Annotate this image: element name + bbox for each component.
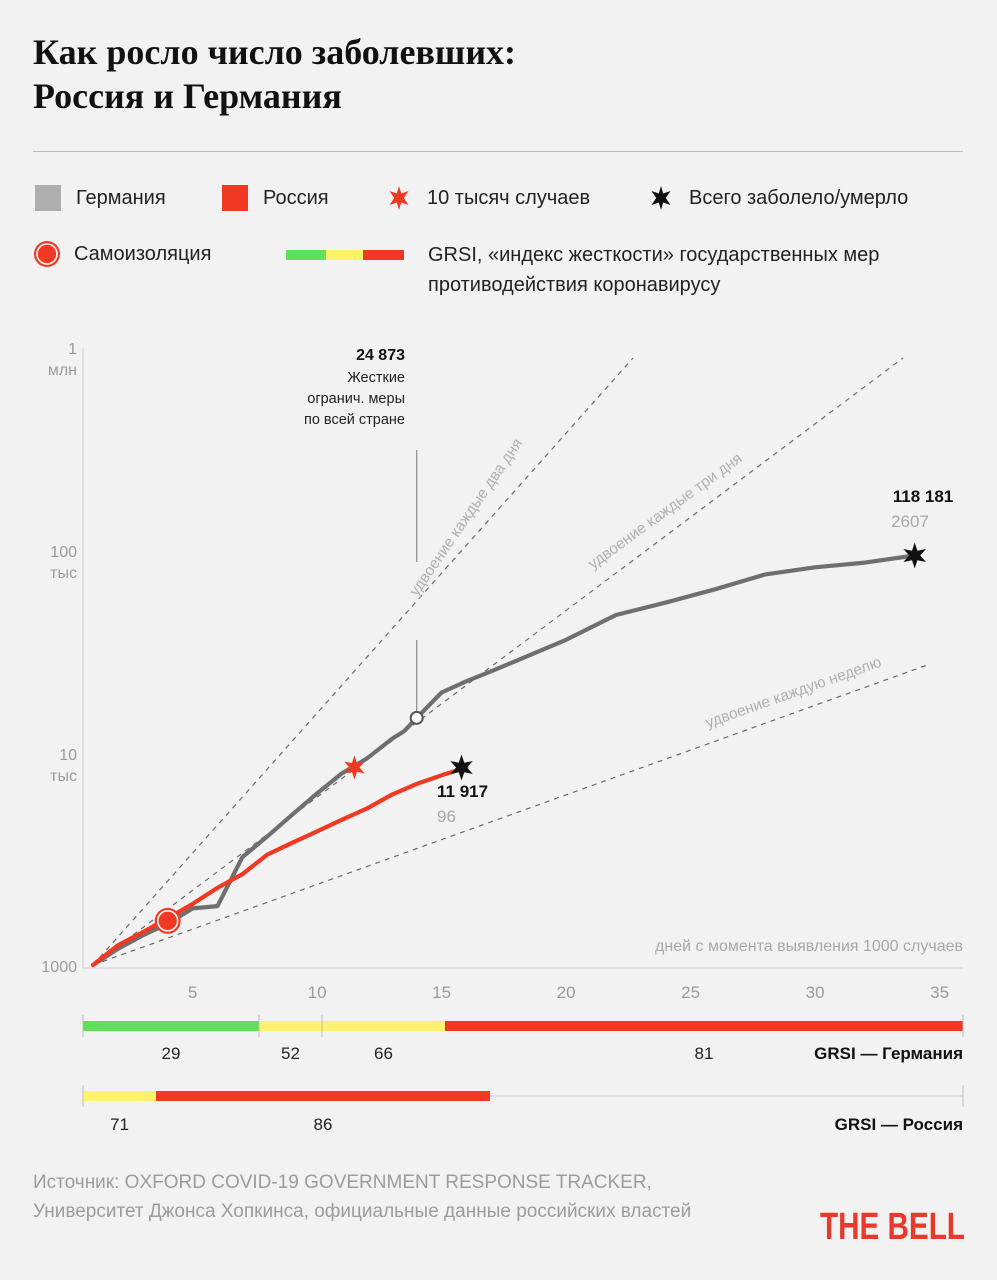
- grsi-russia-value: 71: [110, 1115, 129, 1134]
- black-star-icon: [651, 186, 671, 210]
- russia-total-star: [450, 754, 473, 781]
- x-tick-label: 10: [308, 983, 327, 1002]
- germany-total-cases: 118 181: [893, 487, 954, 506]
- russia-total-cases: 11 917: [437, 782, 488, 801]
- doubling-guide-label: удвоение каждые три дня: [585, 450, 745, 573]
- legend-germany: Германия: [35, 185, 166, 211]
- russia-series-line: [90, 765, 469, 968]
- title-line-1: Как росло число заболевших:: [33, 32, 517, 72]
- lockdown-note-line: по всей стране: [304, 412, 405, 428]
- lockdown-marker: [409, 710, 424, 725]
- self-isolation-marker: [154, 907, 181, 934]
- grsi-russia-segment: [156, 1091, 490, 1101]
- legend-self-isolation: Самоизоляция: [33, 240, 211, 268]
- legend-grsi-label: GRSI, «индекс жесткости» государственных…: [428, 244, 880, 296]
- grsi-germany-segment: [83, 1021, 259, 1031]
- x-tick-label: 5: [188, 983, 197, 1002]
- doubling-guide-label: удвоение каждую неделю: [703, 654, 883, 732]
- brand-logo: THE BELL: [820, 1206, 965, 1248]
- grsi-russia-value: 86: [314, 1115, 333, 1134]
- y-tick-label: 100: [50, 544, 77, 561]
- grsi-germany-segment: [445, 1021, 963, 1031]
- germany-total-star: [903, 542, 926, 569]
- legend-russia: Россия: [222, 185, 329, 211]
- grsi-russia-segment: [83, 1091, 156, 1101]
- title-line-2: Россия и Германия: [33, 76, 342, 116]
- source-note: Источник: OXFORD COVID-19 GOVERNMENT RES…: [33, 1172, 692, 1222]
- russia-ten-thousand-star: [344, 755, 365, 780]
- y-tick-label: 1: [68, 341, 77, 358]
- axes: 1000 10 тыс 100 тыс 1 млн 5 10 15 20 25 30 35 дней с м…: [41, 341, 963, 1002]
- y-tick-label: 10: [59, 747, 77, 764]
- legend-ten-thousand: 10 тысяч случаев: [386, 185, 590, 211]
- legend-self-isolation-label: Самоизоляция: [74, 242, 212, 265]
- germany-swatch: [35, 185, 61, 211]
- legend-total-label: Всего заболело/умерло: [689, 186, 909, 209]
- red-star-icon: [389, 186, 409, 210]
- x-tick-label: 30: [806, 983, 825, 1002]
- x-tick-label: 20: [557, 983, 576, 1002]
- grsi-germany-segment: [322, 1021, 445, 1031]
- y-tick-unit: тыс: [50, 768, 77, 785]
- grsi-germany-value: 52: [281, 1044, 300, 1063]
- germany-series-line: [90, 553, 917, 968]
- lockdown-value: 24 873: [356, 347, 405, 364]
- grsi-legend-bar: [286, 250, 404, 260]
- chart-title: Как росло число заболевших: Россия и Гер…: [33, 30, 933, 118]
- lockdown-note-line: Жесткие: [347, 370, 405, 386]
- grsi-germany-value: 66: [374, 1044, 393, 1063]
- doubling-guide-label: удвоение каждые два дня: [406, 436, 526, 600]
- y-tick-unit: тыс: [50, 565, 77, 582]
- doubling-guide-line: [92, 357, 904, 966]
- x-axis-label: дней с момента выявления 1000 случаев: [655, 938, 963, 955]
- y-tick-label: 1000: [41, 959, 77, 976]
- grsi-germany-value: 81: [695, 1044, 714, 1063]
- annotation-marks: 24 873 Жесткие огранич. меры по всей стране…: [154, 347, 954, 934]
- legend-russia-label: Россия: [263, 186, 329, 209]
- russia-total-deaths: 96: [437, 807, 456, 826]
- doubling-guide-line: [92, 357, 634, 966]
- title-divider: [33, 151, 963, 152]
- y-tick-unit: млн: [48, 362, 77, 379]
- x-tick-label: 15: [432, 983, 451, 1002]
- grsi-russia-label: GRSI — Россия: [835, 1115, 963, 1134]
- grsi-germany-value: 29: [162, 1044, 181, 1063]
- grsi-germany-segment: [259, 1021, 322, 1031]
- chart-area: 1000 10 тыс 100 тыс 1 млн 5 10 15 20 25 30 35 дней с м…: [41, 341, 964, 1134]
- germany-total-deaths: 2607: [891, 512, 929, 531]
- series-lines: [90, 553, 917, 968]
- grsi-germany-label: GRSI — Германия: [814, 1044, 963, 1063]
- self-isolation-ring: [156, 910, 179, 932]
- legend-germany-label: Германия: [76, 186, 166, 209]
- lockdown-note-line: огранич. меры: [307, 391, 405, 407]
- legend-ten-thousand-label: 10 тысяч случаев: [427, 186, 591, 209]
- self-isolation-icon: [34, 241, 60, 267]
- legend-total: Всего заболело/умерло: [648, 185, 908, 211]
- x-tick-label: 25: [681, 983, 700, 1002]
- doubling-guide-line: [92, 663, 931, 966]
- grsi-bars: 29 52 66 81 GRSI — Германия 71 86 GRSI — Россия: [82, 1015, 964, 1134]
- x-tick-label: 35: [930, 983, 949, 1002]
- russia-swatch: [222, 185, 248, 211]
